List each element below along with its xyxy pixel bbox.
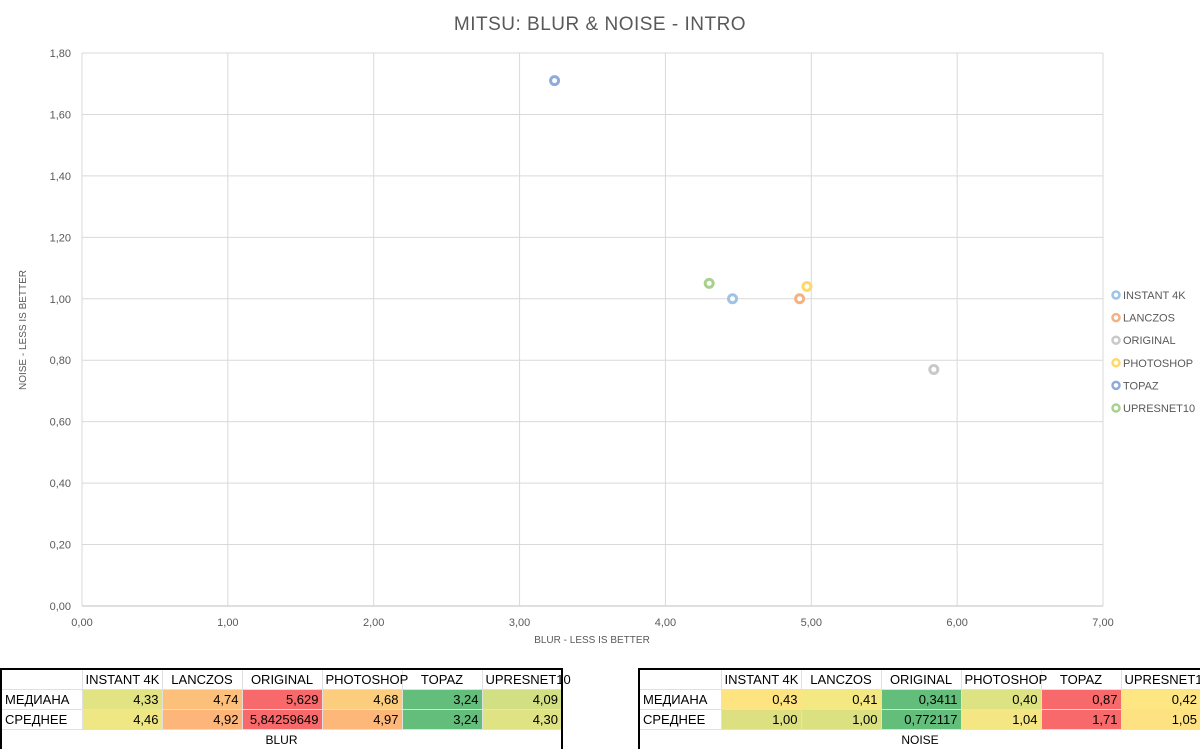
x-tick-label: 6,00 xyxy=(946,617,967,629)
data-point[interactable] xyxy=(705,279,713,287)
caption-row: BLUR xyxy=(1,730,562,749)
row-label: МЕДИАНА xyxy=(1,690,82,710)
row-label: СРЕДНЕЕ xyxy=(1,710,82,730)
data-point[interactable] xyxy=(729,295,737,303)
data-point[interactable] xyxy=(551,77,559,85)
value-cell[interactable]: 4,33 xyxy=(82,690,162,710)
column-header: INSTANT 4K xyxy=(82,669,162,690)
y-tick-label: 1,00 xyxy=(50,294,71,306)
legend-marker xyxy=(1113,314,1120,321)
legend-entry: PHOTOSHOP xyxy=(1123,358,1193,370)
value-cell[interactable]: 4,97 xyxy=(322,710,402,730)
y-tick-label: 0,80 xyxy=(50,355,71,367)
value-cell[interactable]: 0,40 xyxy=(961,690,1041,710)
y-axis-ticks: 0,00 0,20 0,40 0,60 0,80 1,00 1,20 1,40 1,60 1,80 xyxy=(50,48,71,613)
x-tick-label: 4,00 xyxy=(655,617,676,629)
legend-entry: LANCZOS xyxy=(1123,313,1175,325)
column-header: LANCZOS xyxy=(162,669,242,690)
y-tick-label: 1,60 xyxy=(50,109,71,121)
value-cell[interactable]: 4,92 xyxy=(162,710,242,730)
scatter-chart: MITSU: BLUR & NOISE - INTRO 0,00 1,00 2,00… xyxy=(0,0,1200,664)
value-cell[interactable]: 0,772117 xyxy=(881,710,961,730)
column-header: TOPAZ xyxy=(402,669,482,690)
legend-entry: INSTANT 4K xyxy=(1123,290,1186,302)
column-header: UPRESNET10 xyxy=(1121,669,1200,690)
chart-title: MITSU: BLUR & NOISE - INTRO xyxy=(454,14,746,35)
value-cell[interactable]: 1,04 xyxy=(961,710,1041,730)
chart-legend[interactable]: INSTANT 4K LANCZOS ORIGINAL PHOTOSHOP TOPAZ U… xyxy=(1113,290,1196,415)
value-cell[interactable]: 4,46 xyxy=(82,710,162,730)
x-tick-label: 0,00 xyxy=(71,617,92,629)
x-tick-label: 7,00 xyxy=(1092,617,1113,629)
legend-entry: TOPAZ xyxy=(1123,380,1159,392)
column-header: UPRESNET10 xyxy=(482,669,562,690)
legend-marker xyxy=(1113,337,1120,344)
value-cell[interactable]: 4,68 xyxy=(322,690,402,710)
value-cell[interactable]: 5,629 xyxy=(242,690,322,710)
legend-marker xyxy=(1113,292,1120,299)
value-cell[interactable]: 4,30 xyxy=(482,710,562,730)
y-tick-label: 0,60 xyxy=(50,417,71,429)
column-header: INSTANT 4K xyxy=(721,669,801,690)
column-header: LANCZOS xyxy=(801,669,881,690)
value-cell[interactable]: 0,42 xyxy=(1121,690,1200,710)
x-axis-ticks: 0,00 1,00 2,00 3,00 4,00 5,00 6,00 7,00 xyxy=(71,617,1113,629)
value-cell[interactable]: 0,41 xyxy=(801,690,881,710)
y-tick-label: 1,40 xyxy=(50,171,71,183)
legend-marker xyxy=(1113,359,1120,366)
value-cell[interactable]: 1,00 xyxy=(801,710,881,730)
column-header: ORIGINAL xyxy=(242,669,322,690)
y-tick-label: 1,20 xyxy=(50,232,71,244)
value-cell[interactable]: 3,24 xyxy=(402,710,482,730)
data-point[interactable] xyxy=(803,282,811,290)
y-tick-label: 0,40 xyxy=(50,478,71,490)
legend-marker xyxy=(1113,405,1120,412)
x-tick-label: 3,00 xyxy=(509,617,530,629)
value-cell[interactable]: 4,74 xyxy=(162,690,242,710)
chart-points xyxy=(551,77,938,374)
legend-marker xyxy=(1113,382,1120,389)
column-header: TOPAZ xyxy=(1041,669,1121,690)
legend-entry: ORIGINAL xyxy=(1123,335,1176,347)
data-point[interactable] xyxy=(796,295,804,303)
x-tick-label: 2,00 xyxy=(363,617,384,629)
column-header: PHOTOSHOP xyxy=(961,669,1041,690)
column-header: ORIGINAL xyxy=(881,669,961,690)
value-cell[interactable]: 1,00 xyxy=(721,710,801,730)
y-tick-label: 0,20 xyxy=(50,540,71,552)
x-axis-title: BLUR - LESS IS BETTER xyxy=(534,635,650,646)
value-cell[interactable]: 1,05 xyxy=(1121,710,1200,730)
value-cell[interactable]: 4,09 xyxy=(482,690,562,710)
value-cell[interactable]: 0,87 xyxy=(1041,690,1121,710)
row-label: СРЕДНЕЕ xyxy=(639,710,721,730)
table-caption: BLUR xyxy=(1,730,562,749)
x-tick-label: 1,00 xyxy=(217,617,238,629)
y-axis-title: NOISE - LESS IS BETTER xyxy=(18,270,29,390)
caption-row: NOISE xyxy=(639,730,1200,749)
chart-grid xyxy=(82,53,1103,606)
table-caption: NOISE xyxy=(639,730,1200,749)
value-cell[interactable]: 1,71 xyxy=(1041,710,1121,730)
value-cell[interactable]: 0,3411 xyxy=(881,690,961,710)
legend-entry: UPRESNET10 xyxy=(1123,403,1195,415)
value-cell[interactable]: 0,43 xyxy=(721,690,801,710)
column-header: PHOTOSHOP xyxy=(322,669,402,690)
data-point[interactable] xyxy=(930,365,938,373)
y-tick-label: 1,80 xyxy=(50,48,71,60)
x-tick-label: 5,00 xyxy=(801,617,822,629)
value-cell[interactable]: 5,84259649 xyxy=(242,710,322,730)
y-tick-label: 0,00 xyxy=(50,601,71,613)
value-cell[interactable]: 3,24 xyxy=(402,690,482,710)
corner-cell xyxy=(639,669,721,690)
row-label: МЕДИАНА xyxy=(639,690,721,710)
corner-cell xyxy=(1,669,82,690)
